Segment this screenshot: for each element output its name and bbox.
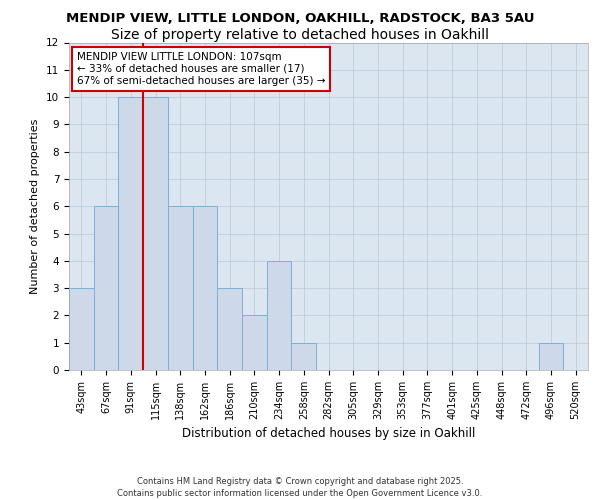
Text: MENDIP VIEW, LITTLE LONDON, OAKHILL, RADSTOCK, BA3 5AU: MENDIP VIEW, LITTLE LONDON, OAKHILL, RAD…: [66, 12, 534, 26]
Bar: [242, 316, 267, 370]
Y-axis label: Number of detached properties: Number of detached properties: [31, 118, 40, 294]
Bar: [143, 97, 168, 370]
Bar: [118, 97, 143, 370]
Text: Contains HM Land Registry data © Crown copyright and database right 2025.
Contai: Contains HM Land Registry data © Crown c…: [118, 476, 482, 498]
Bar: [539, 342, 563, 370]
Bar: [168, 206, 193, 370]
Text: MENDIP VIEW LITTLE LONDON: 107sqm
← 33% of detached houses are smaller (17)
67% : MENDIP VIEW LITTLE LONDON: 107sqm ← 33% …: [77, 52, 325, 86]
Bar: [94, 206, 118, 370]
Text: Size of property relative to detached houses in Oakhill: Size of property relative to detached ho…: [111, 28, 489, 42]
X-axis label: Distribution of detached houses by size in Oakhill: Distribution of detached houses by size …: [182, 428, 475, 440]
Bar: [69, 288, 94, 370]
Bar: [217, 288, 242, 370]
Bar: [292, 342, 316, 370]
Bar: [193, 206, 217, 370]
Bar: [267, 261, 292, 370]
